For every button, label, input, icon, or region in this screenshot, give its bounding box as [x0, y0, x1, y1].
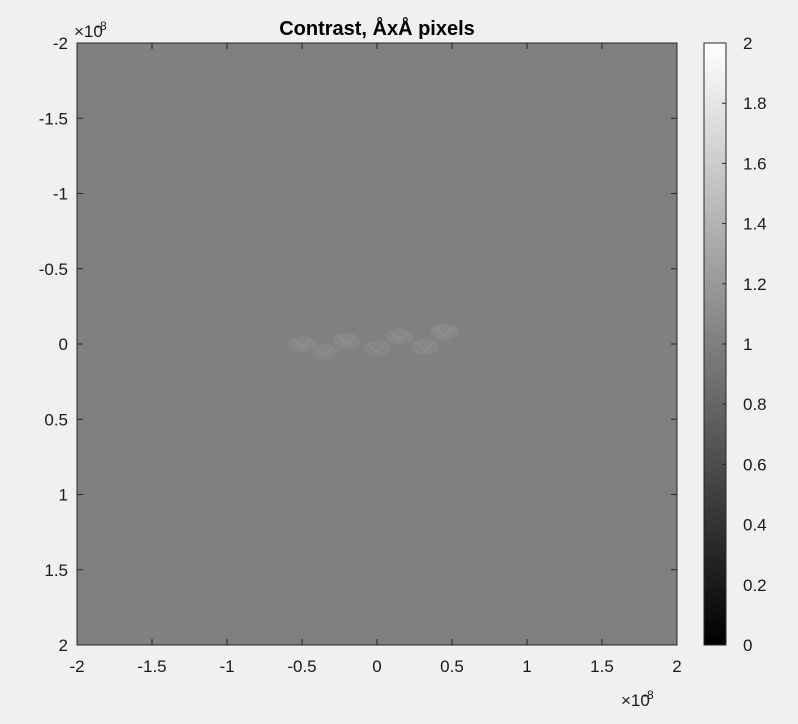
- y-tick-label: 2: [59, 636, 68, 655]
- x-tick-label: -1.5: [137, 657, 166, 676]
- y-tick-label: 0.5: [44, 410, 68, 429]
- heatmap-feature-stroke: [415, 341, 435, 353]
- heatmap-feature: [411, 339, 439, 356]
- heatmap-feature: [310, 343, 339, 360]
- y-axis-ticks: [77, 42, 677, 646]
- heatmap-feature-blob: [363, 340, 391, 357]
- y-axis-exponent: ×10 -8: [74, 19, 107, 41]
- colorbar-tick-label: 1.6: [743, 154, 767, 173]
- colorbar-tick-label: 2: [743, 34, 752, 53]
- heatmap-feature: [288, 336, 316, 352]
- y-tick-label: 1.5: [44, 561, 68, 580]
- x-tick-label: -1: [219, 657, 234, 676]
- y-axis-tick-labels: -2 -1.5 -1 -0.5 0 0.5 1 1.5 2: [39, 34, 68, 655]
- main-axes: -2 -1.5 -1 -0.5 0 0.5 1 1.5 2 -2 -1.5 -1 -0.5 0 0.5 1 1…: [39, 34, 682, 676]
- x-axis-exponent: ×10 -8: [621, 688, 654, 710]
- colorbar-tick-label: 1.4: [743, 215, 767, 234]
- x-tick-label: -0.5: [287, 657, 316, 676]
- x-tick-label: 0: [372, 657, 381, 676]
- y-tick-label: -2: [53, 34, 68, 53]
- heatmap-feature-blob: [385, 328, 414, 345]
- x-exponent-multiplier: ×10: [621, 691, 650, 710]
- colorbar-tick-label: 1.8: [743, 94, 767, 113]
- heatmap-feature: [363, 340, 391, 357]
- heatmap-feature-blob: [310, 343, 339, 360]
- y-tick-label: -1.5: [39, 109, 68, 128]
- heatmap-feature-blob: [430, 323, 459, 340]
- colorbar-tick-labels: 0 0.2 0.4 0.6 0.8 1 1.2 1.4 1.6 1.8 2: [743, 34, 767, 655]
- y-tick-label: 1: [59, 486, 68, 505]
- heatmap-features: [288, 323, 459, 360]
- x-axis-tick-labels: -2 -1.5 -1 -0.5 0 0.5 1 1.5 2: [69, 657, 681, 676]
- heatmap-feature-stroke: [337, 335, 357, 347]
- heatmap-feature-stroke: [434, 326, 455, 338]
- x-axis-ticks: [76, 43, 678, 645]
- y-exponent-multiplier: ×10: [74, 22, 103, 41]
- x-tick-label: -2: [69, 657, 84, 676]
- heatmap-feature-stroke: [314, 345, 335, 357]
- heatmap-feature-stroke: [389, 330, 410, 342]
- colorbar-tick-label: 0: [743, 636, 752, 655]
- colorbar-tick-label: 1.2: [743, 275, 767, 294]
- colorbar-tick-label: 0.8: [743, 395, 767, 414]
- colorbar: 0 0.2 0.4 0.6 0.8 1 1.2 1.4 1.6 1.8 2: [703, 34, 767, 655]
- heatmap-feature: [385, 328, 414, 345]
- y-exponent-power: -8: [96, 19, 107, 33]
- x-tick-label: 1: [522, 657, 531, 676]
- x-tick-label: 2: [672, 657, 681, 676]
- y-tick-label: -0.5: [39, 260, 68, 279]
- heatmap-feature-blob: [411, 339, 439, 356]
- colorbar-tick-label: 1: [743, 335, 752, 354]
- heatmap-feature-blob: [333, 332, 361, 349]
- x-tick-label: 0.5: [440, 657, 464, 676]
- heatmap-feature-stroke: [292, 338, 312, 350]
- colorbar-tick-label: 0.4: [743, 516, 767, 535]
- heatmap-feature-stroke: [367, 342, 387, 354]
- y-tick-label: -1: [53, 185, 68, 204]
- colorbar-ticks: [722, 42, 726, 646]
- x-exponent-power: -8: [643, 688, 654, 702]
- x-tick-label: 1.5: [590, 657, 614, 676]
- chart-title: Contrast, ÅxÅ pixels: [279, 16, 475, 40]
- heatmap-feature: [333, 332, 361, 349]
- colorbar-tick-label: 0.6: [743, 455, 767, 474]
- heatmap-feature: [430, 323, 459, 340]
- colorbar-tick-label: 0.2: [743, 576, 767, 595]
- y-tick-label: 0: [59, 335, 68, 354]
